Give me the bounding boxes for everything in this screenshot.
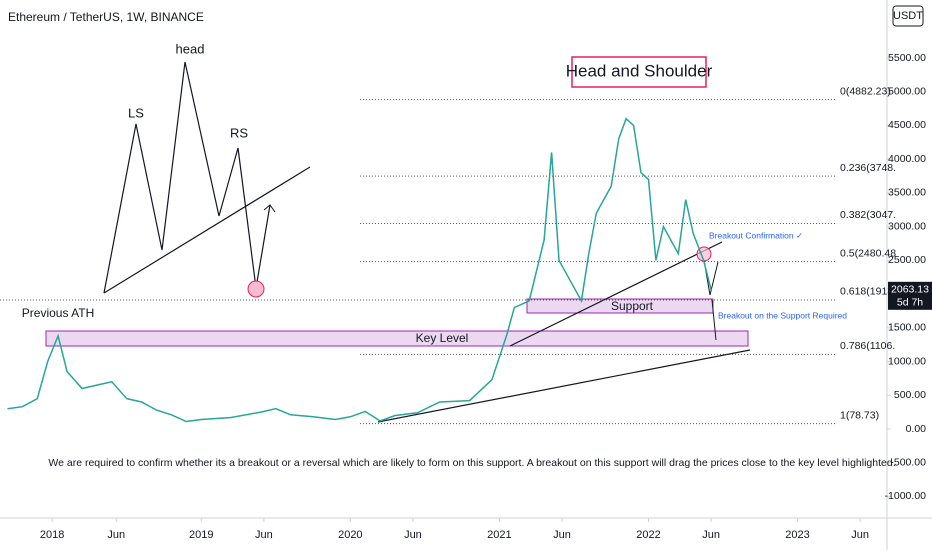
fib-label: 0.786(1106. (840, 340, 895, 352)
annotation: Support (611, 299, 654, 313)
trendline (377, 349, 751, 423)
x-tick-label: 2019 (189, 529, 213, 541)
fib-label: 0.382(3047. (840, 209, 896, 221)
y-tick-label: 4000.00 (888, 153, 926, 165)
annotation: We are required to confirm whether its a… (48, 457, 895, 469)
annotation: Head and Shoulder (566, 61, 713, 80)
annotation: Breakout Confirmation ✓ (709, 230, 803, 240)
y-tick-label: 1000.00 (888, 355, 926, 367)
neckline (509, 241, 723, 347)
annotation: Breakout on the Support Required (718, 310, 847, 320)
neckline-sketch (103, 166, 311, 294)
fib-label: 0.5(2480.48 (840, 247, 896, 259)
breakout-circle (247, 280, 265, 298)
y-tick-label: 2500.00 (888, 254, 926, 266)
price-tag (888, 281, 932, 310)
x-tick-label: Jun (404, 529, 422, 541)
fib-label: 0.236(3748. (840, 162, 896, 174)
x-tick-label: Jun (851, 529, 869, 541)
annotation: Key Level (416, 331, 469, 345)
annotation: Previous ATH (22, 306, 94, 320)
fib-label: 1(78.73) (840, 409, 879, 421)
y-tick-label: 0.00 (906, 423, 927, 435)
arrow-head (263, 204, 276, 213)
x-tick-label: Jun (255, 529, 273, 541)
y-tick-label: 3500.00 (888, 187, 926, 199)
y-tick-label: 3000.00 (888, 220, 926, 232)
pattern-box (571, 56, 707, 88)
annotation: LS (128, 105, 144, 120)
x-tick-label: 2020 (338, 529, 362, 541)
countdown: 5d 7h (897, 297, 923, 309)
y-tick-label: -1000.00 (885, 490, 927, 502)
x-tick-label: Jun (107, 529, 125, 541)
x-tick-label: 2018 (40, 529, 64, 541)
y-tick-label: 1500.00 (888, 322, 926, 334)
x-tick-label: Jun (702, 529, 720, 541)
y-tick-label: 5000.00 (888, 86, 926, 98)
annotation: head (176, 41, 205, 56)
x-tick-label: Jun (553, 529, 571, 541)
x-tick-label: 2022 (636, 529, 660, 541)
x-tick-label: 2023 (785, 529, 809, 541)
key-level-zone (45, 330, 749, 347)
y-tick-label: 500.00 (894, 389, 926, 401)
down-arrow (711, 299, 717, 341)
annotation: RS (230, 125, 248, 140)
currency-box (892, 5, 924, 27)
price-tag-label: 2063.13 (891, 284, 929, 296)
currency: USDT (893, 10, 923, 22)
fib-label: 0.618(1913 (840, 286, 893, 298)
fib-label: 0(4882.23) (840, 85, 891, 97)
chart-title: Ethereum / TetherUS, 1W, BINANCE (8, 10, 204, 24)
y-tick-label: 4500.00 (888, 119, 926, 131)
pattern-sketch (103, 61, 271, 294)
price-line (7, 117, 712, 423)
x-tick-label: 2021 (487, 529, 511, 541)
y-tick-label: -500.00 (890, 456, 926, 468)
y-tick-label: 5500.00 (888, 52, 926, 64)
